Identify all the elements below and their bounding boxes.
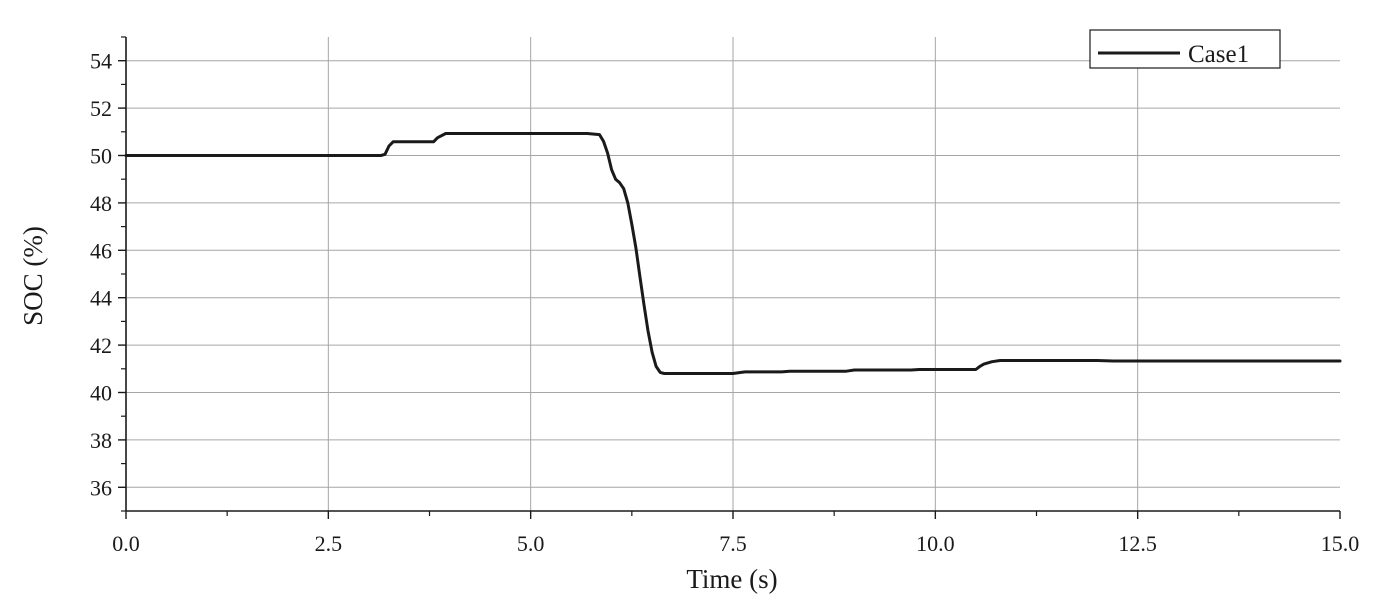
y-tick-label: 52 [90,96,112,121]
legend: Case1 [1089,29,1281,69]
y-axis-title: SOC (%) [18,226,48,326]
grid-lines [126,37,1340,511]
x-axis-title: Time (s) [686,564,777,594]
legend-label-case1: Case1 [1188,41,1249,68]
x-tick-label: 2.5 [315,531,343,556]
y-tick-label: 36 [90,475,112,500]
series-line-case1 [124,132,1342,375]
x-tick-label: 10.0 [916,531,955,556]
y-tick-label: 40 [90,381,112,406]
y-tick-label: 44 [90,286,112,311]
y-tick-label: 50 [90,144,112,169]
y-tick-label: 42 [90,333,112,358]
x-tick-label: 0.0 [112,531,140,556]
x-tick-label: 7.5 [719,531,747,556]
y-tick-label: 54 [90,49,112,74]
y-tick-label: 46 [90,238,112,263]
series-layer [124,132,1342,375]
x-tick-label: 15.0 [1321,531,1360,556]
x-tick-label: 5.0 [517,531,545,556]
axes: 0.0 2.5 5.0 7.5 10.0 12.5 15.0 36 38 40 42 44 46 48 50… [90,36,1360,556]
x-tick-label: 12.5 [1118,531,1157,556]
y-tick-label: 48 [90,191,112,216]
legend-box [1089,29,1281,69]
y-tick-label: 38 [90,428,112,453]
